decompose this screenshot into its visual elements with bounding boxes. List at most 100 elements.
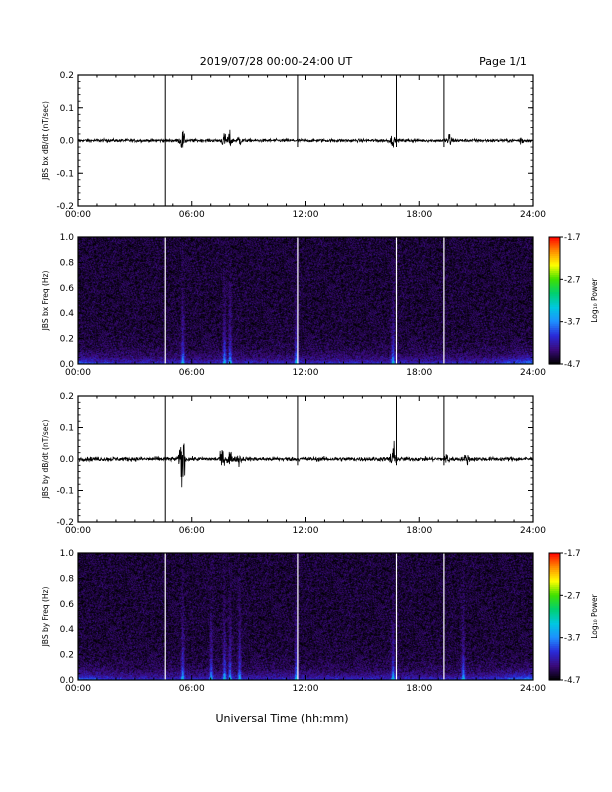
y-tick-label: -0.1: [56, 169, 74, 179]
colorbar-swatch: [549, 243, 560, 247]
colorbar-swatch: [549, 663, 560, 666]
x-tick-label: 18:00: [406, 684, 432, 694]
x-tick-label: 00:00: [65, 368, 91, 378]
colorbar-swatch: [549, 287, 560, 291]
y-tick-label: 0.2: [60, 71, 74, 81]
y-tick-label: 0.0: [60, 137, 75, 147]
colorbar-swatch: [549, 586, 560, 590]
colorbar-swatch: [549, 675, 560, 679]
colorbar-swatch: [549, 277, 560, 280]
y-axis-label: JBS by dB/dt (nT/sec): [41, 420, 50, 500]
colorbar-swatch: [549, 338, 560, 342]
x-tick-label: 06:00: [179, 684, 205, 694]
colorbar-swatch: [549, 559, 560, 563]
page-indicator: Page 1/1: [479, 55, 527, 68]
colorbar-swatch: [549, 553, 560, 556]
colorbar-swatch: [549, 595, 560, 599]
colorbar-swatch: [549, 603, 560, 607]
colorbar-swatch: [549, 260, 560, 263]
colorbar-swatch: [549, 578, 560, 582]
colorbar-swatch: [549, 285, 560, 289]
colorbar-swatch: [549, 268, 560, 272]
colorbar-swatch: [549, 272, 560, 276]
colorbar-swatch: [549, 597, 560, 601]
spectrogram-image: [78, 237, 533, 364]
colorbar-swatch: [549, 591, 560, 594]
colorbar-swatch: [549, 336, 560, 340]
x-tick-label: 06:00: [179, 526, 205, 536]
colorbar-swatch: [549, 629, 560, 632]
colorbar-swatch: [549, 667, 560, 671]
colorbar-swatch: [549, 340, 560, 344]
colorbar-swatch: [549, 342, 560, 346]
colorbar-swatch: [549, 567, 560, 571]
colorbar-swatch: [549, 298, 560, 302]
colorbar-swatch: [549, 304, 560, 308]
colorbar-swatch: [549, 328, 560, 331]
colorbar-swatch: [549, 605, 560, 609]
spectrogram-canvas: [78, 237, 533, 364]
colorbar-swatch: [549, 610, 560, 613]
colorbar-swatch: [549, 359, 560, 363]
colorbar-swatch: [549, 281, 560, 285]
colorbar-swatch: [549, 641, 560, 645]
y-tick-label: 0.8: [60, 258, 75, 268]
colorbar-swatch: [549, 279, 560, 283]
x-tick-label: 24:00: [520, 684, 546, 694]
panel-by-timeseries: 0.2 0.1 0.0 -0.1 -0.2 JBS by dB/dt (nT/sec) 00…: [41, 392, 546, 536]
colorbar-swatch: [549, 321, 560, 325]
spectrogram-image: [78, 553, 533, 680]
colorbar-swatch: [549, 648, 560, 651]
colorbar-swatch: [549, 330, 560, 333]
colorbar-swatch: [549, 319, 560, 323]
x-tick-label: 18:00: [406, 526, 432, 536]
colorbar-swatch: [549, 665, 560, 668]
colorbar-swatch: [549, 658, 560, 662]
colorbar-swatch: [549, 347, 560, 350]
panel-bx-spectrogram: 1.0 0.8 0.6 0.4 0.2 0.0 JBS bx Freq (Hz) 00:00 0…: [41, 233, 546, 378]
colorbar-swatch: [549, 262, 560, 266]
x-tick-label: 12:00: [293, 684, 319, 694]
y-tick-label: 0.2: [60, 392, 74, 402]
colorbar-swatch: [549, 622, 560, 626]
colorbar-swatch: [549, 569, 560, 573]
colorbar-swatch: [549, 624, 560, 628]
y-tick-label: -0.1: [56, 487, 74, 497]
colorbar-swatch: [549, 677, 560, 681]
colorbar-swatch: [549, 631, 560, 635]
colorbar-swatch: [549, 637, 560, 641]
colorbar-swatch: [549, 302, 560, 306]
colorbar-swatch: [549, 292, 560, 295]
colorbar-tick-label: -2.7: [564, 591, 581, 601]
colorbar-swatch: [549, 323, 560, 327]
series-line: [77, 129, 534, 148]
colorbar-swatch: [549, 251, 560, 255]
colorbar-swatch: [549, 561, 560, 565]
y-tick-label: 1.0: [60, 233, 75, 243]
colorbar-swatch: [549, 349, 560, 352]
series-line: [77, 440, 534, 488]
spectrogram-canvas: [78, 553, 533, 680]
colorbar-swatch: [549, 334, 560, 338]
y-tick-label: 0.1: [60, 104, 74, 114]
colorbar-swatch: [549, 264, 560, 268]
colorbar-bx: -1.7 -2.7 -3.7 -4.7 Log₁₀ Power: [548, 233, 599, 370]
colorbar-swatch: [549, 614, 560, 618]
colorbar-swatch: [549, 353, 560, 357]
colorbar-swatch: [549, 275, 560, 278]
x-tick-label: 00:00: [65, 526, 91, 536]
colorbar-label: Log₁₀ Power: [590, 593, 599, 638]
colorbar-tick-label: -1.7: [564, 233, 581, 243]
x-tick-label: 24:00: [520, 526, 546, 536]
colorbar-swatch: [549, 317, 560, 321]
colorbar-swatch: [549, 315, 560, 319]
colorbar-swatch: [549, 565, 560, 569]
y-tick-label: 0.6: [60, 284, 75, 294]
y-tick-label: -0.2: [56, 202, 74, 212]
colorbar-by: -1.7 -2.7 -3.7 -4.7 Log₁₀ Power: [548, 549, 599, 686]
colorbar-swatch: [549, 616, 560, 620]
panel-bx-timeseries: 0.2 0.1 0.0 -0.1 -0.2 JBS bx dB/dt (nT/sec) 00…: [41, 71, 546, 220]
x-tick-label: 12:00: [293, 368, 319, 378]
colorbar-swatch: [549, 308, 560, 312]
x-tick-label: 12:00: [293, 210, 319, 220]
